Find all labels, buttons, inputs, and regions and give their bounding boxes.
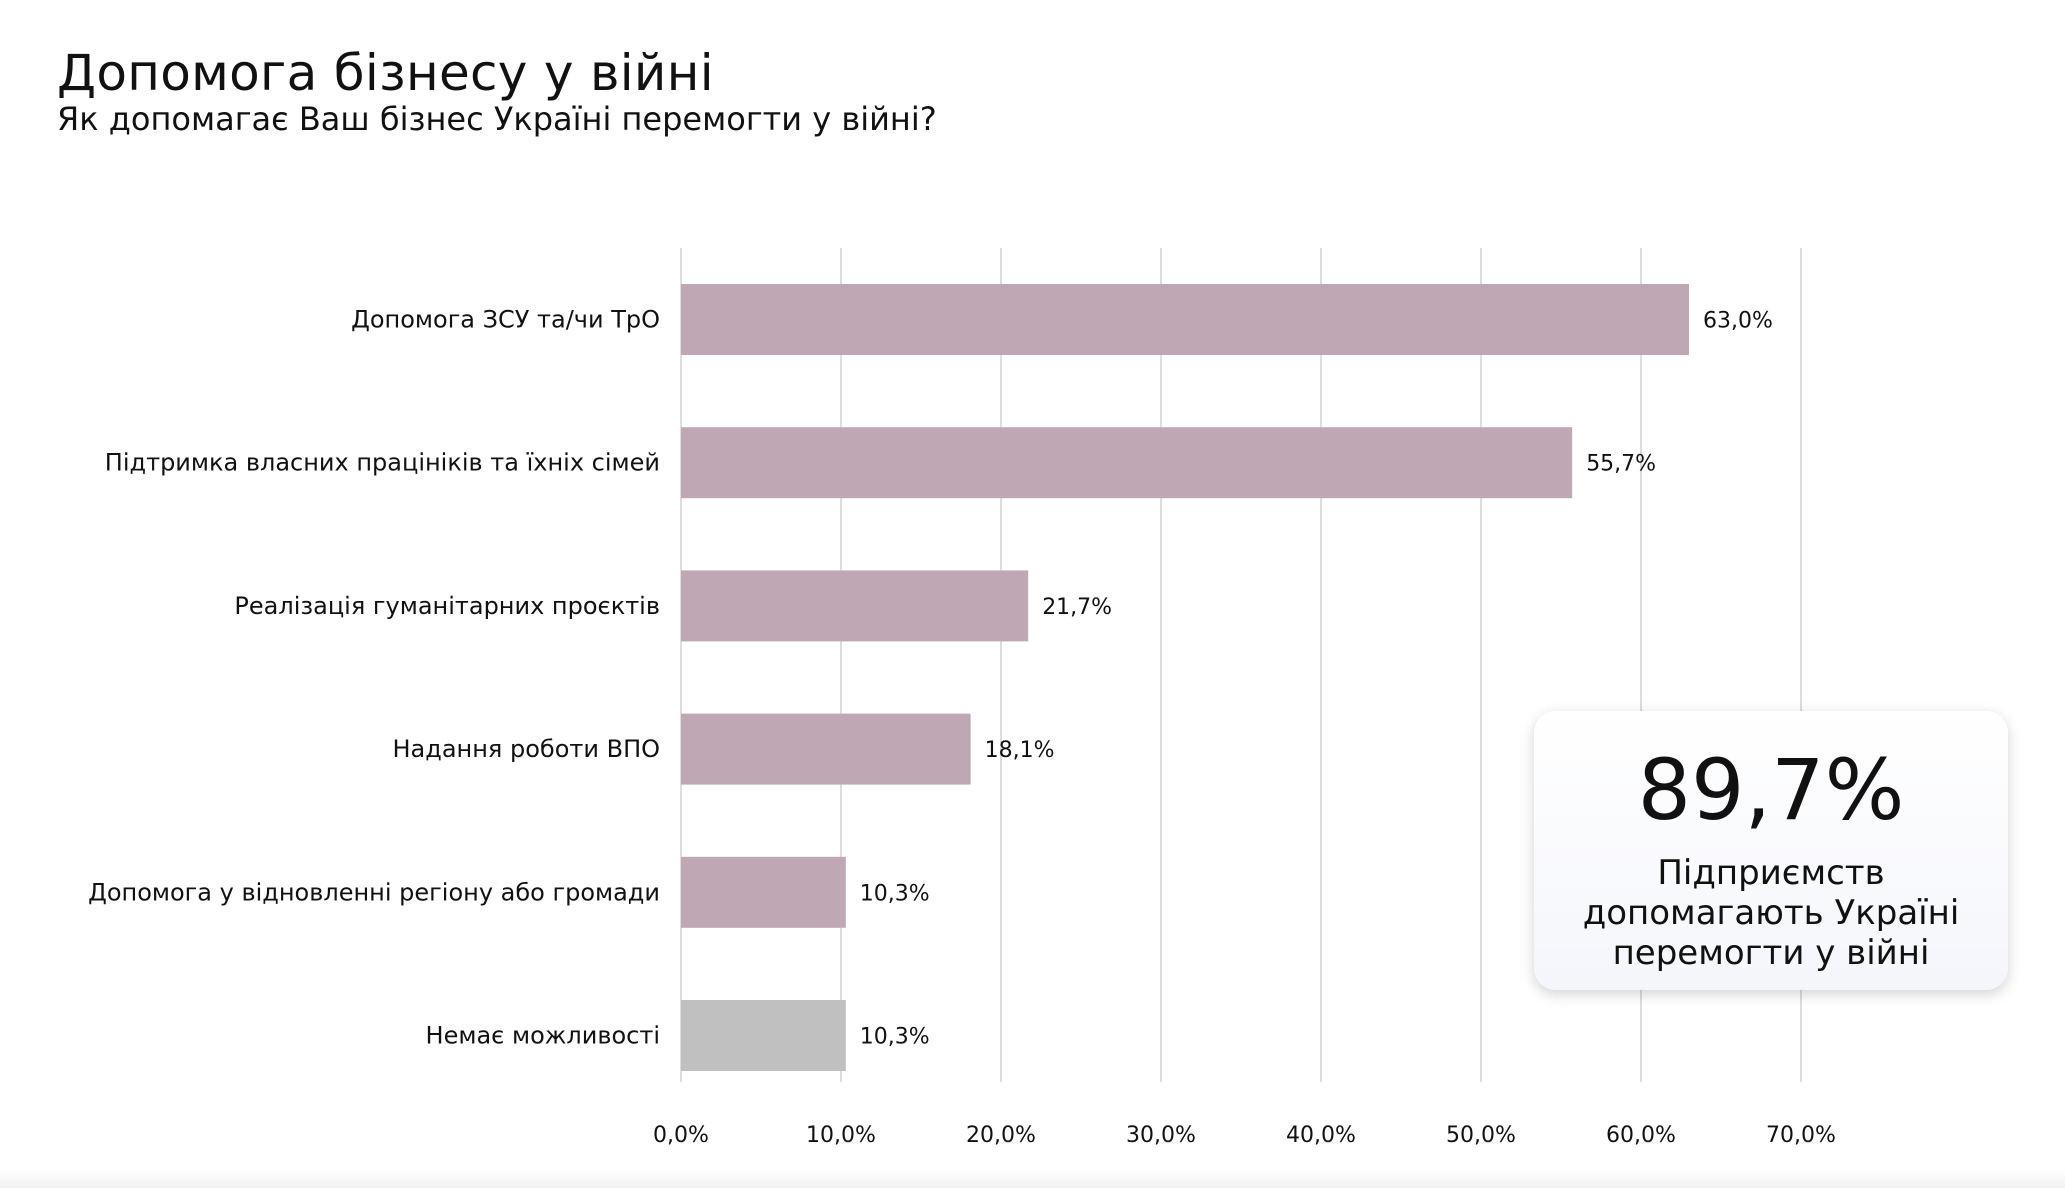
- chart-title: Допомога бізнесу у війні: [57, 44, 714, 102]
- category-label: Надання роботи ВПО: [392, 735, 660, 763]
- x-tick-label: 70,0%: [1766, 1123, 1836, 1148]
- data-label: 55,7%: [1586, 452, 1656, 477]
- bottom-strip: [0, 1170, 2065, 1188]
- x-tick-label: 30,0%: [1126, 1123, 1196, 1148]
- bar: [681, 713, 971, 785]
- data-label: 18,1%: [985, 738, 1055, 763]
- bar: [681, 856, 846, 928]
- category-label: Допомога ЗСУ та/чи ТрО: [351, 306, 660, 334]
- callout-text: Підприємств допомагають Україні перемогт…: [1582, 853, 1960, 973]
- x-tick-label: 0,0%: [653, 1123, 709, 1148]
- category-label: Допомога у відновленні регіону або грома…: [88, 878, 660, 906]
- category-label: Немає можливості: [426, 1022, 660, 1050]
- category-label: Реалізація гуманітарних проєктів: [234, 592, 660, 620]
- bar: [681, 284, 1689, 355]
- summary-callout: 89,7% Підприємств допомагають Україні пе…: [1534, 711, 2008, 990]
- x-tick-label: 50,0%: [1446, 1123, 1516, 1148]
- callout-value: 89,7%: [1637, 741, 1905, 839]
- chart-subtitle: Як допомагає Ваш бізнес Україні перемогт…: [57, 100, 937, 138]
- x-tick-label: 10,0%: [806, 1123, 876, 1148]
- data-label: 21,7%: [1042, 595, 1112, 620]
- category-label: Підтримка власних працініків та їхніх сі…: [105, 449, 660, 477]
- bar: [681, 427, 1573, 499]
- data-label: 10,3%: [860, 1025, 930, 1050]
- data-label: 10,3%: [860, 881, 930, 906]
- x-tick-label: 60,0%: [1606, 1123, 1676, 1148]
- x-tick-label: 20,0%: [966, 1123, 1036, 1148]
- data-label: 63,0%: [1703, 309, 1773, 334]
- bar: [681, 1000, 846, 1071]
- x-tick-label: 40,0%: [1286, 1123, 1356, 1148]
- bar: [681, 570, 1029, 642]
